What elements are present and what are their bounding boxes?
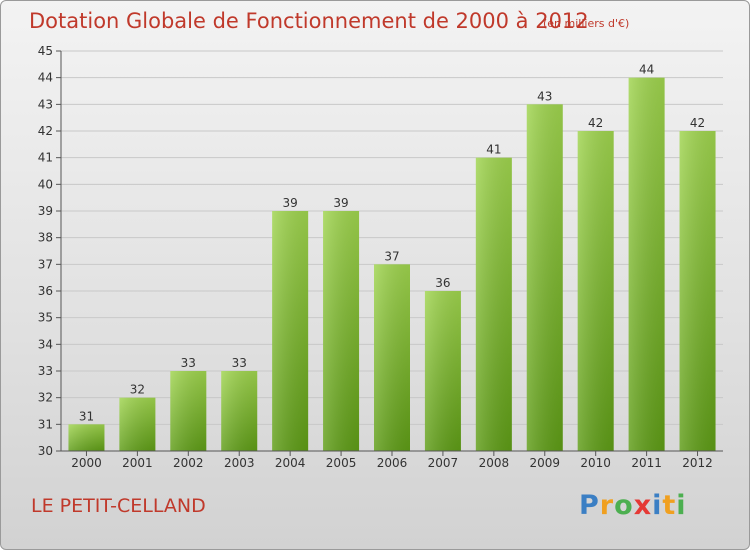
y-tick-label: 37	[38, 257, 53, 271]
y-tick-label: 44	[38, 71, 53, 85]
y-tick-label: 30	[38, 444, 53, 458]
bar-shade-2004	[272, 211, 309, 451]
bar-shade-2003	[221, 371, 258, 451]
x-tick-label: 2011	[631, 456, 662, 470]
x-tick-label: 2000	[71, 456, 102, 470]
y-tick-label: 32	[38, 391, 53, 405]
data-label: 36	[435, 276, 450, 290]
bar-shade-2009	[526, 104, 563, 451]
logo-letter-p: P	[579, 490, 600, 521]
y-tick-label: 40	[38, 177, 53, 191]
y-tick-label: 39	[38, 204, 53, 218]
x-tick-label: 2010	[580, 456, 611, 470]
data-label: 42	[588, 116, 603, 130]
x-tick-label: 2008	[479, 456, 510, 470]
chart-subtitle: (en milliers d'€)	[543, 17, 630, 30]
data-label: 31	[79, 409, 94, 423]
data-label: 32	[130, 383, 145, 397]
commune-name: LE PETIT-CELLAND	[31, 495, 206, 517]
proxiti-logo: Proxiti	[579, 490, 687, 521]
logo-letter-t: t	[662, 490, 677, 521]
bar-shade-2001	[119, 397, 156, 451]
logo-letter-r: r	[599, 490, 615, 521]
y-tick-label: 35	[38, 311, 53, 325]
data-label: 44	[639, 63, 654, 77]
bar-shade-2000	[68, 424, 105, 451]
chart-title: Dotation Globale de Fonctionnement de 20…	[29, 9, 589, 33]
x-tick-label: 2002	[173, 456, 204, 470]
data-label: 43	[537, 89, 552, 103]
data-label: 41	[486, 143, 501, 157]
y-tick-label: 42	[38, 124, 53, 138]
bar-shade-2011	[628, 77, 665, 452]
bar-shade-2010	[577, 131, 614, 451]
bar-shade-2007	[424, 291, 461, 451]
x-tick-label: 2005	[326, 456, 357, 470]
logo-letter-o: o	[614, 490, 634, 521]
logo-letter-i: i	[652, 490, 663, 521]
bar-shade-2012	[679, 131, 716, 451]
y-tick-label: 41	[38, 151, 53, 165]
x-tick-label: 2007	[428, 456, 459, 470]
x-tick-label: 2012	[682, 456, 713, 470]
y-tick-label: 45	[38, 44, 53, 58]
logo-letter-i2: i	[676, 490, 687, 521]
y-tick-label: 38	[38, 231, 53, 245]
x-tick-label: 2004	[275, 456, 306, 470]
y-tick-label: 33	[38, 364, 53, 378]
y-tick-label: 34	[38, 337, 53, 351]
y-tick-label: 36	[38, 284, 53, 298]
bar-shade-2002	[170, 371, 207, 451]
logo-letter-x: x	[633, 490, 653, 521]
bar-shade-2005	[323, 211, 360, 451]
data-label: 37	[384, 249, 399, 263]
y-tick-label: 43	[38, 97, 53, 111]
bar-shade-2006	[374, 264, 410, 451]
data-label: 33	[232, 356, 247, 370]
data-label: 33	[181, 356, 196, 370]
x-tick-label: 2006	[377, 456, 408, 470]
x-tick-label: 2001	[122, 456, 153, 470]
data-label: 39	[283, 196, 298, 210]
x-tick-label: 2009	[529, 456, 560, 470]
y-tick-label: 31	[38, 417, 53, 431]
data-label: 39	[333, 196, 348, 210]
bar-shade-2008	[475, 157, 512, 451]
x-tick-label: 2003	[224, 456, 255, 470]
data-label: 42	[690, 116, 705, 130]
